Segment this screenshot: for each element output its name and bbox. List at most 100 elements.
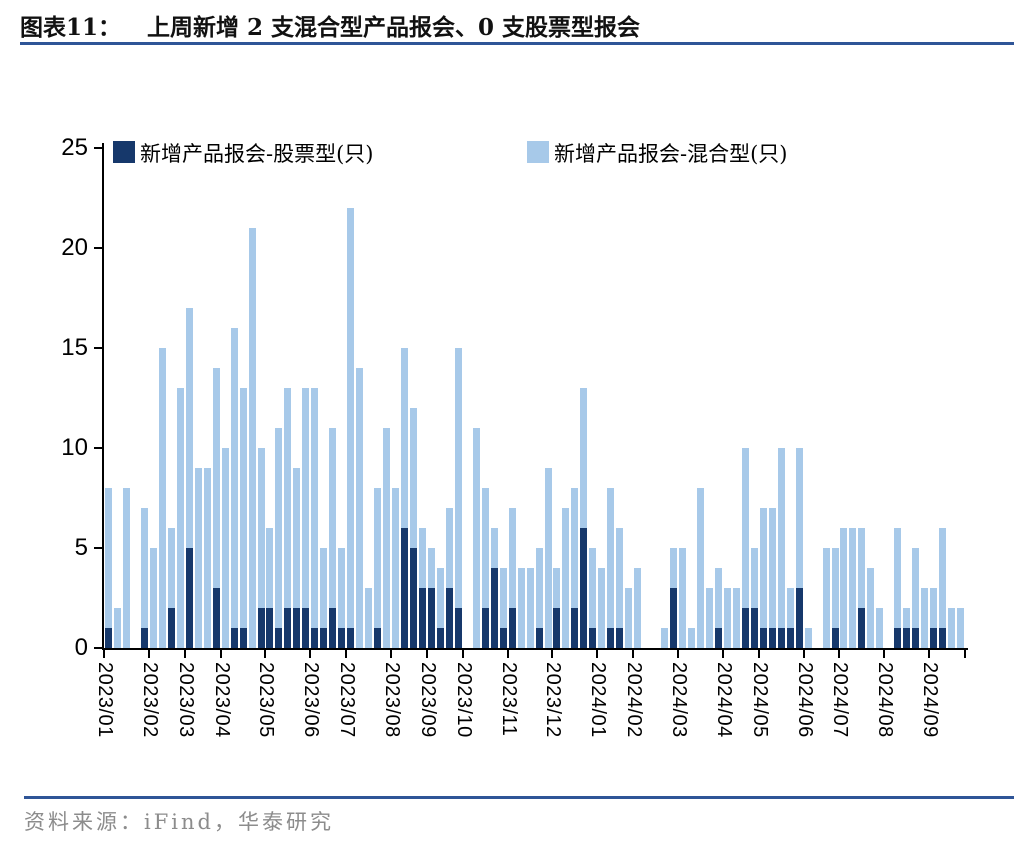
bar-segment-hybrid <box>203 468 211 648</box>
x-axis-tick <box>964 650 966 658</box>
y-axis-tick-label: 20 <box>61 234 88 261</box>
y-axis-tick <box>94 347 102 349</box>
bar-segment-equity <box>607 628 615 648</box>
bar-segment-equity <box>167 608 175 648</box>
bar-segment-hybrid <box>194 468 202 648</box>
bar-segment-hybrid <box>679 548 686 648</box>
bar-segment-hybrid <box>768 508 776 628</box>
bar-segment-hybrid <box>266 528 274 608</box>
bar-segment-hybrid <box>427 548 435 588</box>
bar-segment-hybrid <box>409 408 417 548</box>
x-axis-tick <box>757 650 760 658</box>
bar-segment-hybrid <box>553 568 561 608</box>
x-axis-tick <box>183 650 186 658</box>
bar-segment-hybrid <box>517 568 525 648</box>
x-axis-month-label: 2024/06 <box>793 662 816 738</box>
bar-segment-hybrid <box>158 348 166 648</box>
bar-segment-hybrid <box>499 568 507 628</box>
bar-segment-hybrid <box>912 548 920 628</box>
y-axis-tick-label: 25 <box>61 134 88 161</box>
bar-segment-hybrid <box>867 568 875 648</box>
bar-segment-equity <box>185 548 193 648</box>
bar-segment-equity <box>329 608 337 648</box>
bar-segment-equity <box>759 628 767 648</box>
bar-segment-equity <box>347 628 355 648</box>
y-axis-tick <box>94 647 102 649</box>
chart-title: 图表11： 上周新增 2 支混合型产品报会、0 支股票型报会 <box>20 8 640 42</box>
bar-segment-hybrid <box>544 468 552 648</box>
bar-segment-hybrid <box>167 528 175 608</box>
bar-segment-hybrid <box>607 488 615 628</box>
bar-segment-hybrid <box>723 588 731 648</box>
bar-segment-hybrid <box>795 448 803 588</box>
footer-divider-rule <box>24 796 1014 799</box>
bar-segment-hybrid <box>741 448 749 608</box>
bar-segment-equity <box>795 588 803 648</box>
x-axis-tick <box>425 650 428 658</box>
bar-segment-hybrid <box>849 528 857 648</box>
bar-segment-equity <box>257 608 265 648</box>
bar-segment-hybrid <box>436 568 444 628</box>
x-axis-tick <box>721 650 724 658</box>
bar-segment-hybrid <box>939 528 947 628</box>
bar-segment-equity <box>401 528 408 648</box>
legend-swatch-equity <box>113 141 135 163</box>
x-axis-month-label: 2023/01 <box>94 662 116 738</box>
bar-segment-hybrid <box>383 428 390 648</box>
bar-segment-hybrid <box>759 508 767 628</box>
x-axis-month-label: 2023/10 <box>452 662 475 738</box>
bar-segment-hybrid <box>750 548 758 608</box>
bar-segment-equity <box>266 608 274 648</box>
bar-segment-equity <box>239 628 247 648</box>
y-axis-tick <box>94 547 102 549</box>
x-axis-month-label: 2023/02 <box>138 662 161 738</box>
bar-segment-hybrid <box>688 628 695 648</box>
bar-segment-hybrid <box>571 488 579 608</box>
x-axis-month-label: 2024/01 <box>587 662 610 738</box>
bar-segment-equity <box>284 608 292 648</box>
bar-segment-hybrid <box>311 388 319 628</box>
bar-segment-equity <box>831 628 839 648</box>
bar-segment-hybrid <box>185 308 193 548</box>
bar-segment-hybrid <box>508 508 516 608</box>
bar-segment-hybrid <box>221 448 229 648</box>
bar-segment-equity <box>768 628 776 648</box>
bar-segment-hybrid <box>445 508 453 588</box>
bar-segment-hybrid <box>140 508 148 628</box>
y-axis-tick-label: 15 <box>61 334 88 361</box>
x-axis-month-label: 2024/05 <box>748 662 771 738</box>
bar-segment-hybrid <box>535 548 543 628</box>
x-axis-tick <box>677 650 679 658</box>
bar-segment-hybrid <box>670 548 677 588</box>
bar-segment-hybrid <box>257 448 265 608</box>
bar-segment-hybrid <box>957 608 964 648</box>
legend-label-equity: 新增产品报会-股票型(只) <box>140 142 374 166</box>
bar-segment-hybrid <box>714 568 722 628</box>
bar-segment-equity <box>302 608 310 648</box>
bar-segment-hybrid <box>580 388 588 528</box>
bar-segment-hybrid <box>302 388 310 608</box>
x-axis-tick <box>883 650 886 658</box>
x-axis-month-label: 2023/09 <box>416 662 439 738</box>
x-axis-tick <box>461 650 464 658</box>
bar-segment-hybrid <box>858 528 866 608</box>
bar-segment-hybrid <box>777 448 785 628</box>
x-axis-tick <box>838 650 841 658</box>
bar-segment-equity <box>454 608 462 648</box>
bar-segment-hybrid <box>481 488 489 608</box>
bar-segment-hybrid <box>284 388 292 608</box>
legend-swatch-hybrid <box>527 141 549 163</box>
bar-segment-hybrid <box>705 588 713 648</box>
bar-segment-hybrid <box>562 508 570 648</box>
bar-segment-hybrid <box>598 568 606 648</box>
bar-segment-hybrid <box>401 348 408 528</box>
bar-segment-hybrid <box>418 528 426 588</box>
bar-segment-equity <box>508 608 516 648</box>
bar-segment-hybrid <box>930 588 938 628</box>
x-axis-month-label: 2023/07 <box>336 662 359 738</box>
bar-segment-equity <box>930 628 938 648</box>
bar-segment-equity <box>616 628 624 648</box>
bar-segment-hybrid <box>114 608 121 648</box>
bar-segment-hybrid <box>894 528 902 628</box>
bar-segment-hybrid <box>625 588 633 648</box>
